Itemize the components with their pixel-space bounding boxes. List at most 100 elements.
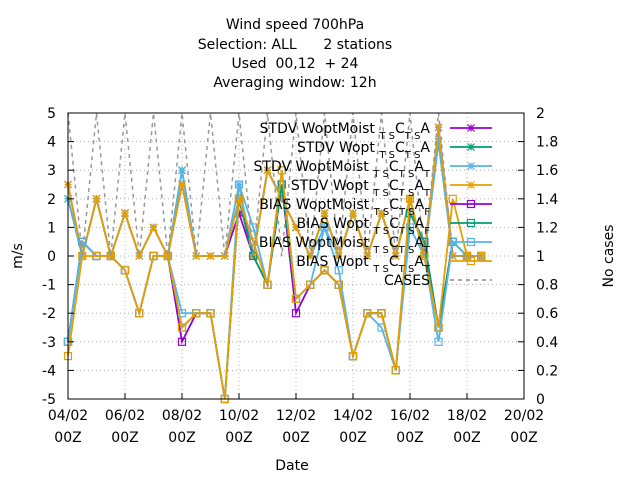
data-point-square	[177, 337, 187, 346]
x-tick-date-label: 06/02	[105, 408, 145, 424]
data-point-square	[149, 251, 158, 261]
y-tick-label: 5	[47, 106, 56, 122]
y-tick-label: -1	[42, 278, 56, 294]
legend-label: STDV WoptMoist T SCT SAT	[254, 159, 431, 180]
legend-label-part: C	[389, 178, 399, 194]
data-point-star	[149, 223, 158, 232]
legend-label-main: CASES	[384, 273, 430, 289]
data-point-star	[434, 137, 443, 146]
legend-label: CASES	[384, 273, 430, 289]
legend-label-subscript: T S	[378, 131, 395, 142]
x-tick-hour-label: 00Z	[54, 430, 81, 446]
data-point-square	[420, 251, 429, 261]
data-point-star	[178, 180, 186, 189]
data-point-square	[466, 218, 476, 228]
data-point-square	[177, 323, 187, 332]
legend-label-subscript: T S	[398, 264, 415, 275]
data-point-star	[467, 181, 475, 189]
legend-label: STDV Wopt T SCT SAT	[291, 178, 431, 199]
legend-label-part: A	[414, 235, 424, 251]
legend-label-main: BIAS WoptMoist	[259, 235, 373, 251]
series-line	[67, 112, 482, 257]
data-point-star	[206, 252, 215, 260]
x-tick-date-label: 12/02	[276, 408, 316, 424]
y-tick-label: 2	[47, 192, 56, 208]
data-point-square	[320, 266, 329, 275]
chart-title-line-1: Wind speed 700hPa	[225, 17, 365, 33]
legend-label-subscript: T S	[398, 226, 415, 237]
legend-label-main: BIAS Wopt	[297, 216, 374, 232]
data-point-square	[249, 237, 258, 246]
series-8	[67, 112, 482, 257]
data-point-star	[277, 194, 286, 203]
y2-axis-ticks: 0 0.2 0.4 0.6 0.8 1 1.2 1.4 1.6 1.8 2	[518, 106, 558, 408]
data-point-square	[234, 180, 244, 189]
data-point-star	[220, 252, 229, 260]
x-tick-date-label: 10/02	[219, 408, 259, 424]
data-point-square	[320, 223, 329, 232]
legend-label-subscript: F	[424, 226, 430, 237]
y-tick-label: 3	[47, 163, 56, 179]
legend-label-subscript: T	[423, 245, 431, 256]
data-point-square	[78, 237, 87, 246]
data-point-star	[467, 143, 475, 151]
y-tick-label: -2	[42, 306, 56, 322]
legend-label-part: A	[414, 159, 424, 175]
data-point-square	[334, 280, 343, 289]
x-tick-date-label: 04/02	[48, 408, 88, 424]
legend-label-part: A	[415, 216, 425, 232]
data-point-square	[466, 237, 476, 247]
legend-label-subscript: T S	[372, 245, 389, 256]
y-axis-ticks: -5 -4 -3 -2 -1 0 1 2 3 4 5	[42, 106, 74, 408]
x-tick-date-label: 16/02	[390, 408, 430, 424]
legend-label-subscript: T S	[372, 264, 389, 275]
y2-tick-label: 1.2	[536, 220, 558, 236]
data-point-square	[135, 309, 144, 318]
legend-label-main: STDV WoptMoist	[254, 159, 374, 175]
data-point-star	[192, 252, 201, 260]
data-point-square	[466, 256, 476, 266]
data-point-square	[348, 352, 358, 361]
data-point-square	[263, 280, 272, 289]
data-point-square	[277, 166, 286, 175]
y-tick-label: -3	[42, 335, 56, 351]
data-point-square	[391, 366, 400, 375]
y-tick-label: -4	[42, 363, 56, 379]
data-point-square	[377, 309, 386, 318]
legend-label-part: C	[389, 254, 399, 270]
data-point-square	[306, 280, 315, 289]
data-point-star	[467, 162, 475, 170]
legend-label-subscript: T S	[372, 188, 389, 199]
chart-title-line-4: Averaging window: 12h	[213, 75, 377, 91]
data-point-star	[377, 209, 386, 218]
legend-label-main: BIAS WoptMoist	[259, 197, 373, 213]
data-point-star	[434, 123, 443, 132]
y2-tick-label: 0.2	[536, 363, 558, 379]
legend-label-subscript: T S	[373, 207, 390, 218]
legend-label-part: A	[414, 178, 424, 194]
legend-label-part: A	[420, 140, 430, 156]
data-point-square	[434, 337, 443, 346]
data-point-square	[234, 194, 244, 203]
legend-label-part: C	[395, 121, 405, 137]
data-point-star	[320, 209, 329, 218]
y-tick-label: 1	[47, 220, 56, 236]
y2-tick-label: 1.4	[536, 192, 558, 208]
x-tick-hour-label: 00Z	[282, 430, 309, 446]
legend-label-part: C	[389, 159, 399, 175]
legend-label-subscript: T S	[378, 150, 395, 161]
legend-label-subscript: T S	[404, 131, 421, 142]
data-point-star	[235, 209, 243, 218]
legend-label-part: A	[414, 254, 424, 270]
x-tick-date-label: 14/02	[333, 408, 373, 424]
y2-tick-label: 2	[536, 106, 545, 122]
x-tick-hour-label: 00Z	[111, 430, 138, 446]
data-point-star	[121, 209, 129, 218]
data-point-square	[92, 251, 101, 261]
legend-label: STDV Wopt T SCT SA	[297, 140, 430, 161]
data-point-star	[349, 209, 357, 218]
legend-label-part: C	[389, 216, 399, 232]
legend-label-subscript: T S	[398, 169, 415, 180]
